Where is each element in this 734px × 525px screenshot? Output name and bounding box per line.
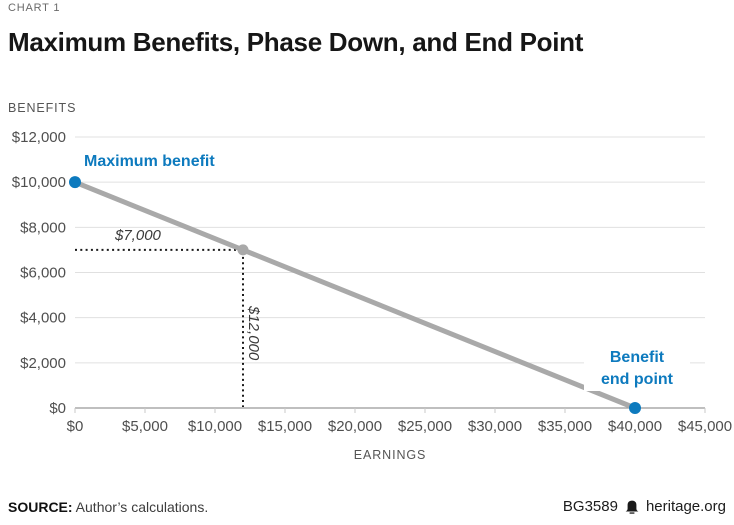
y-tick-label: $8,000 bbox=[20, 219, 66, 236]
source-text: Author’s calculations. bbox=[72, 499, 209, 515]
y-tick-label: $4,000 bbox=[20, 310, 66, 327]
x-axis-title: EARNINGS bbox=[353, 448, 427, 462]
y-tick-label: $6,000 bbox=[20, 265, 66, 282]
site-text: heritage.org bbox=[645, 498, 726, 515]
phase-down-point-marker bbox=[237, 244, 249, 256]
maximum-benefit-point-marker bbox=[69, 176, 81, 189]
footer-brand: BG3589 heritage.org bbox=[563, 498, 726, 515]
x-tick-label: $20,000 bbox=[328, 418, 382, 435]
x-tick-label: $40,000 bbox=[608, 418, 662, 435]
benefit-end-point-marker bbox=[629, 402, 641, 414]
y-tick-label: $0 bbox=[49, 400, 66, 417]
benefit-end-point-label: Benefit end point bbox=[584, 347, 690, 391]
y-tick-label: $10,000 bbox=[12, 174, 66, 191]
x-tick-label: $25,000 bbox=[398, 418, 452, 435]
y-tick-label: $12,000 bbox=[12, 129, 66, 146]
page-title: Maximum Benefits, Phase Down, and End Po… bbox=[8, 27, 584, 57]
max-benefit-label: Maximum benefit bbox=[84, 153, 215, 170]
source-note: SOURCE: Author’s calculations. bbox=[8, 499, 208, 515]
liberty-bell-icon bbox=[625, 500, 639, 514]
source-label: SOURCE: bbox=[8, 499, 73, 515]
x-tick-label: $15,000 bbox=[258, 418, 312, 435]
phase-earnings-value-label: $12,000 bbox=[245, 306, 262, 361]
x-tick-label: $30,000 bbox=[468, 418, 522, 435]
x-tick-label: $5,000 bbox=[122, 418, 168, 435]
chart-kicker: CHART 1 bbox=[8, 2, 61, 14]
y-tick-label: $2,000 bbox=[20, 355, 66, 372]
x-tick-label: $45,000 bbox=[678, 418, 732, 435]
x-tick-label: $35,000 bbox=[538, 418, 592, 435]
series-line-benefit-phase-down bbox=[74, 179, 636, 411]
y-axis-title: BENEFITS bbox=[8, 101, 77, 115]
document-id: BG3589 bbox=[562, 498, 618, 515]
phase-benefit-value-label: $7,000 bbox=[115, 227, 161, 244]
x-tick-label: $10,000 bbox=[188, 418, 242, 435]
x-tick-label: $0 bbox=[67, 418, 84, 435]
